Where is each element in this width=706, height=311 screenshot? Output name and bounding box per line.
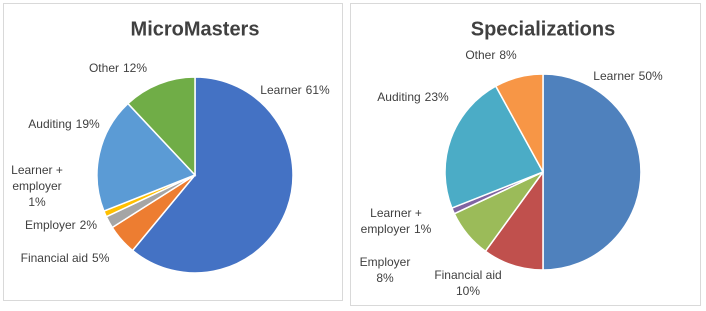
- label-category: Employer: [24, 218, 76, 232]
- data-label: Learner + employer 1%: [6, 162, 68, 210]
- label-category: Financial aid: [20, 251, 89, 265]
- pie-slice: [96, 102, 197, 213]
- label-category: Financial aid: [434, 268, 502, 282]
- label-category: Learner + employer: [360, 206, 422, 236]
- data-label: Learner + employer 1%: [357, 205, 435, 237]
- label-value: 2%: [79, 218, 98, 232]
- data-label: Employer 8%: [360, 254, 411, 286]
- label-category: Auditing: [377, 90, 421, 104]
- pie-slice: [542, 73, 642, 271]
- label-category: Other: [465, 48, 496, 62]
- data-label: Financial aid 10%: [434, 267, 501, 299]
- label-category: Learner: [593, 69, 635, 83]
- data-label: Employer 2%: [25, 217, 97, 233]
- data-label: Learner 50%: [593, 68, 662, 84]
- label-value: 10%: [455, 284, 481, 298]
- data-label: Other 8%: [465, 47, 516, 63]
- data-label: Learner 61%: [260, 82, 329, 98]
- label-value: 19%: [75, 117, 100, 131]
- pie-slice: [126, 76, 196, 177]
- label-value: 61%: [305, 83, 330, 97]
- label-value: 50%: [638, 69, 663, 83]
- label-category: Other: [88, 61, 119, 75]
- label-value: 23%: [424, 90, 449, 104]
- label-value: 12%: [122, 61, 148, 75]
- data-label: Auditing 19%: [28, 116, 99, 132]
- label-category: Employer: [359, 255, 411, 269]
- chart-title: MicroMasters: [131, 18, 260, 40]
- data-label: Auditing 23%: [377, 89, 448, 105]
- label-value: 1%: [28, 195, 46, 209]
- label-category: Learner: [260, 83, 302, 97]
- label-category: Learner + employer: [11, 163, 63, 193]
- label-category: Auditing: [28, 117, 72, 131]
- label-value: 8%: [499, 48, 517, 62]
- pie-slice: [444, 85, 545, 210]
- chart-title: Specializations: [471, 18, 616, 40]
- pie-slice: [131, 76, 294, 274]
- label-value: 5%: [92, 251, 110, 265]
- label-value: 8%: [376, 271, 394, 285]
- pie-slice: [494, 73, 544, 173]
- data-label: Financial aid 5%: [21, 250, 110, 266]
- label-value: 1%: [414, 222, 432, 236]
- data-label: Other 12%: [89, 60, 147, 76]
